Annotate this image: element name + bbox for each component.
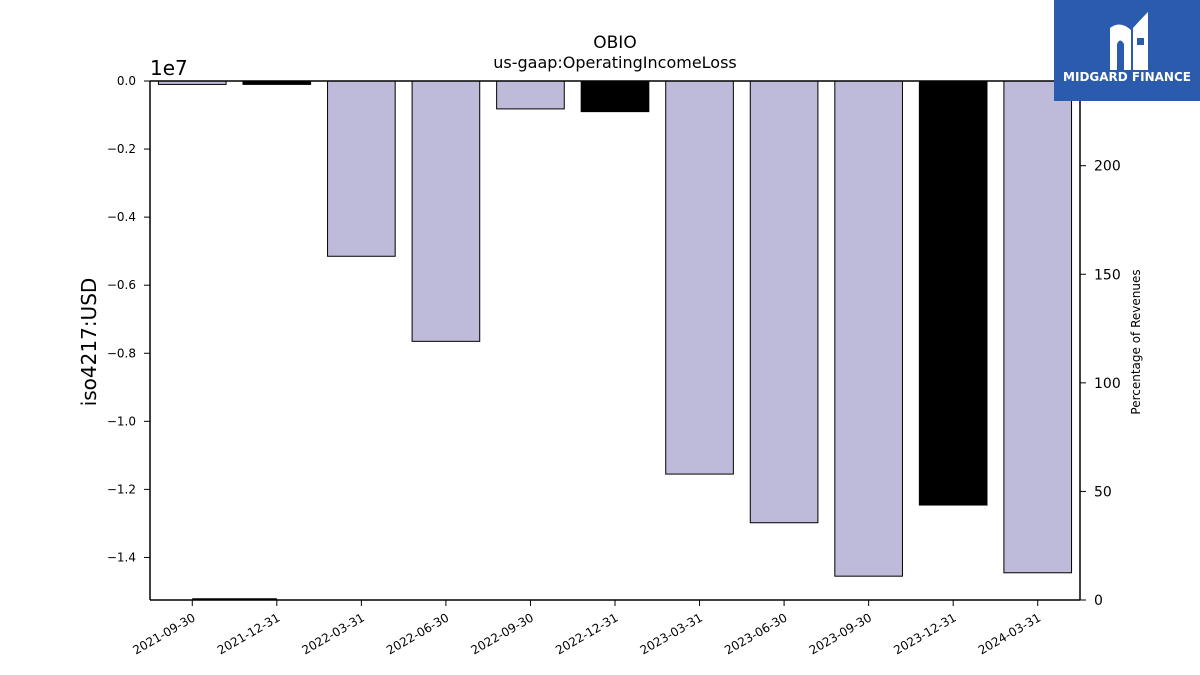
y2-tick-label: 100: [1094, 376, 1121, 392]
bar-2023-12-31: [918, 80, 988, 506]
y2-tick-label: 150: [1094, 267, 1121, 283]
midgard-finance-logo: MIDGARD FINANCE: [1054, 0, 1200, 101]
y-tick-label: −1.0: [107, 414, 136, 428]
bar-2022-03-31: [327, 80, 396, 257]
bar-2023-06-30: [749, 80, 819, 524]
y2-tick-label: 200: [1094, 159, 1121, 175]
x-tick-label: 2021-12-31: [215, 610, 282, 657]
x-tick-label: 2023-09-30: [807, 610, 874, 657]
y2-axis-label: Percentage of Revenues: [1129, 269, 1143, 414]
bar-2022-12-31: [580, 80, 650, 113]
x-tick-label: 2022-03-31: [299, 610, 366, 657]
x-tick-label: 2023-12-31: [891, 610, 958, 657]
logo-text: MIDGARD FINANCE: [1063, 70, 1191, 84]
y-tick-label: −1.2: [107, 482, 136, 496]
x-tick-label: 2021-09-30: [130, 610, 197, 657]
logo-mark-icon: [1110, 12, 1148, 71]
y-tick-label: −0.2: [107, 142, 136, 156]
x-tick-label: 2023-03-31: [638, 610, 705, 657]
bar-2023-09-30: [834, 80, 903, 577]
x-tick-label: 2022-12-31: [553, 610, 620, 657]
bar-2022-09-30: [496, 80, 565, 110]
y-axis-label: iso4217:USD: [77, 278, 101, 407]
bar-2023-03-31: [665, 80, 734, 475]
y-tick-label: −1.4: [107, 550, 136, 564]
y-tick-label: −0.4: [107, 210, 136, 224]
chart-title: OBIO: [593, 33, 636, 53]
chart-subtitle: us-gaap:OperatingIncomeLoss: [493, 53, 737, 72]
x-tick-label: 2024-03-31: [976, 610, 1043, 657]
bar-2024-03-31: [1003, 80, 1073, 574]
y-tick-label: −0.6: [107, 278, 136, 292]
y2-tick-label: 50: [1094, 484, 1112, 500]
y-axis-offset-label: 1e7: [150, 56, 188, 80]
y-tick-label: 0.0: [117, 74, 136, 88]
bars-layer: [157, 80, 1073, 577]
bar-2022-06-30: [411, 80, 481, 342]
x-tick-label: 2022-06-30: [384, 610, 451, 657]
y-tick-label: −0.8: [107, 346, 136, 360]
y2-tick-label: 0: [1094, 593, 1103, 609]
x-tick-label: 2022-09-30: [469, 610, 536, 657]
x-tick-label: 2023-06-30: [722, 610, 789, 657]
